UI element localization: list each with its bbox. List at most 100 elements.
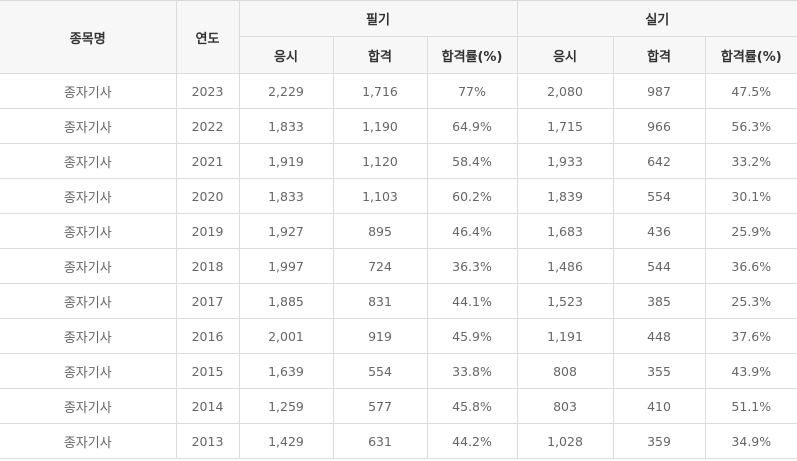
cell-practical-apply: 1,486 bbox=[516, 248, 614, 284]
cell-practical-apply: 1,933 bbox=[516, 143, 614, 179]
table-row: 종자기사 2017 1,885 831 44.1% 1,523 385 25.3% bbox=[0, 283, 797, 319]
cell-practical-pass: 642 bbox=[612, 143, 706, 179]
cell-year: 2014 bbox=[175, 388, 240, 424]
cell-written-rate: 45.8% bbox=[426, 388, 518, 424]
cell-practical-rate: 51.1% bbox=[704, 388, 797, 424]
cell-written-apply: 1,639 bbox=[238, 353, 334, 389]
cell-practical-apply: 1,028 bbox=[516, 423, 614, 459]
cell-written-pass: 631 bbox=[332, 423, 428, 459]
cell-written-pass: 895 bbox=[332, 213, 428, 249]
cell-name: 종자기사 bbox=[0, 388, 177, 424]
cell-written-rate: 77% bbox=[426, 73, 518, 109]
cell-name: 종자기사 bbox=[0, 423, 177, 459]
cell-year: 2015 bbox=[175, 353, 240, 389]
cell-written-apply: 1,833 bbox=[238, 108, 334, 144]
table-header: 종목명 연도 필기 실기 응시 합격 합격률(%) 응시 합격 합격률(%) bbox=[0, 0, 797, 74]
cell-written-pass: 919 bbox=[332, 318, 428, 354]
cell-practical-rate: 34.9% bbox=[704, 423, 797, 459]
header-written-rate: 합격률(%) bbox=[426, 36, 518, 74]
header-row-group: 종목명 연도 필기 실기 bbox=[0, 0, 797, 74]
cell-practical-rate: 25.9% bbox=[704, 213, 797, 249]
cell-practical-rate: 30.1% bbox=[704, 178, 797, 214]
cell-written-apply: 1,833 bbox=[238, 178, 334, 214]
table-body: 종자기사 2023 2,229 1,716 77% 2,080 987 47.5% 종자기사 20… bbox=[0, 73, 797, 459]
cell-practical-pass: 359 bbox=[612, 423, 706, 459]
cell-written-rate: 58.4% bbox=[426, 143, 518, 179]
header-practical-rate: 합격률(%) bbox=[704, 36, 797, 74]
cell-written-rate: 60.2% bbox=[426, 178, 518, 214]
cell-written-rate: 45.9% bbox=[426, 318, 518, 354]
cell-practical-rate: 36.6% bbox=[704, 248, 797, 284]
cell-practical-pass: 448 bbox=[612, 318, 706, 354]
cell-practical-pass: 966 bbox=[612, 108, 706, 144]
cell-year: 2013 bbox=[175, 423, 240, 459]
cell-written-apply: 1,919 bbox=[238, 143, 334, 179]
header-practical: 실기 bbox=[516, 0, 797, 37]
cell-written-apply: 1,429 bbox=[238, 423, 334, 459]
cell-practical-apply: 1,683 bbox=[516, 213, 614, 249]
table-row: 종자기사 2018 1,997 724 36.3% 1,486 544 36.6% bbox=[0, 248, 797, 284]
header-written: 필기 bbox=[238, 0, 518, 37]
cell-written-apply: 2,229 bbox=[238, 73, 334, 109]
cell-name: 종자기사 bbox=[0, 143, 177, 179]
header-written-apply: 응시 bbox=[239, 36, 334, 74]
cell-written-rate: 36.3% bbox=[426, 248, 518, 284]
cell-practical-pass: 410 bbox=[612, 388, 706, 424]
cell-name: 종자기사 bbox=[0, 178, 177, 214]
table-row: 종자기사 2013 1,429 631 44.2% 1,028 359 34.9% bbox=[0, 423, 797, 459]
cell-year: 2022 bbox=[175, 108, 240, 144]
cell-practical-pass: 554 bbox=[612, 178, 706, 214]
cell-year: 2020 bbox=[175, 178, 240, 214]
cell-practical-pass: 544 bbox=[612, 248, 706, 284]
table-row: 종자기사 2021 1,919 1,120 58.4% 1,933 642 33.2% bbox=[0, 143, 797, 179]
cell-practical-rate: 37.6% bbox=[704, 318, 797, 354]
cell-practical-pass: 355 bbox=[612, 353, 706, 389]
cell-practical-pass: 385 bbox=[612, 283, 706, 319]
cell-written-apply: 2,001 bbox=[238, 318, 334, 354]
table-row: 종자기사 2019 1,927 895 46.4% 1,683 436 25.9% bbox=[0, 213, 797, 249]
cell-year: 2018 bbox=[175, 248, 240, 284]
cell-practical-apply: 803 bbox=[516, 388, 614, 424]
cell-written-rate: 64.9% bbox=[426, 108, 518, 144]
cell-name: 종자기사 bbox=[0, 248, 177, 284]
header-practical-apply: 응시 bbox=[516, 36, 614, 74]
cell-practical-pass: 436 bbox=[612, 213, 706, 249]
header-written-pass: 합격 bbox=[332, 36, 428, 74]
cell-practical-apply: 2,080 bbox=[516, 73, 614, 109]
cell-name: 종자기사 bbox=[0, 213, 177, 249]
table-row: 종자기사 2020 1,833 1,103 60.2% 1,839 554 30.1% bbox=[0, 178, 797, 214]
cell-name: 종자기사 bbox=[0, 108, 177, 144]
cell-written-rate: 44.2% bbox=[426, 423, 518, 459]
table-row: 종자기사 2014 1,259 577 45.8% 803 410 51.1% bbox=[0, 388, 797, 424]
cell-written-pass: 554 bbox=[332, 353, 428, 389]
cell-written-apply: 1,259 bbox=[238, 388, 334, 424]
cell-written-pass: 724 bbox=[332, 248, 428, 284]
cell-practical-apply: 1,839 bbox=[516, 178, 614, 214]
cell-practical-rate: 25.3% bbox=[704, 283, 797, 319]
header-name: 종목명 bbox=[0, 0, 177, 74]
table-row: 종자기사 2022 1,833 1,190 64.9% 1,715 966 56.3% bbox=[0, 108, 797, 144]
cell-year: 2023 bbox=[175, 73, 240, 109]
cell-practical-rate: 43.9% bbox=[704, 353, 797, 389]
cell-written-rate: 44.1% bbox=[426, 283, 518, 319]
cell-year: 2021 bbox=[175, 143, 240, 179]
header-year: 연도 bbox=[175, 0, 240, 74]
cell-practical-apply: 808 bbox=[516, 353, 614, 389]
cell-practical-rate: 33.2% bbox=[704, 143, 797, 179]
cell-practical-apply: 1,523 bbox=[516, 283, 614, 319]
cell-name: 종자기사 bbox=[0, 318, 177, 354]
cell-written-apply: 1,997 bbox=[238, 248, 334, 284]
cell-written-pass: 1,190 bbox=[332, 108, 428, 144]
cell-name: 종자기사 bbox=[0, 283, 177, 319]
cell-practical-pass: 987 bbox=[612, 73, 706, 109]
cell-year: 2019 bbox=[175, 213, 240, 249]
header-practical-pass: 합격 bbox=[612, 36, 706, 74]
cell-written-apply: 1,885 bbox=[238, 283, 334, 319]
cell-written-rate: 46.4% bbox=[426, 213, 518, 249]
cell-written-apply: 1,927 bbox=[238, 213, 334, 249]
cell-name: 종자기사 bbox=[0, 353, 177, 389]
cell-practical-apply: 1,715 bbox=[516, 108, 614, 144]
cell-written-pass: 1,103 bbox=[332, 178, 428, 214]
